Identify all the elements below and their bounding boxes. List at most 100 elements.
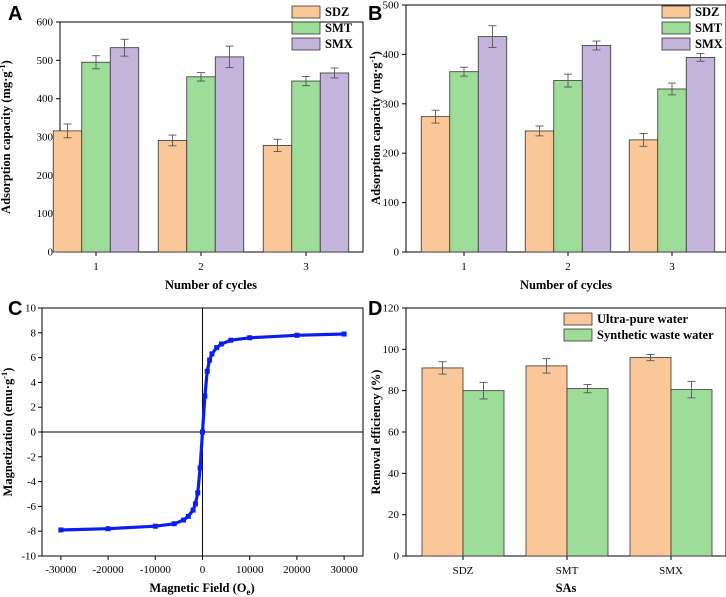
panel-b-ylabel: Adsorption capacity (mg·g-1) bbox=[367, 51, 383, 205]
b-ytick-label: 500 bbox=[383, 0, 400, 12]
a-ytick-label: 100 bbox=[37, 208, 54, 220]
panel-a-ylabel: Adsorption capacity (mg·g-1) bbox=[0, 60, 13, 214]
panel-c-ytick-label: 6 bbox=[31, 352, 37, 364]
b-xtick-label: 1 bbox=[461, 261, 467, 273]
a-ytick-label: 200 bbox=[37, 170, 54, 182]
panel-b-legend: SDZ SMT SMX bbox=[661, 5, 723, 51]
panel-b-x-axis: 1 2 3 bbox=[461, 252, 675, 273]
b-bar-sdz-1 bbox=[420, 116, 451, 253]
panel-c-xtick-label: 30000 bbox=[330, 564, 358, 576]
panel-c-data-point bbox=[341, 331, 347, 337]
panel-c-axes: -10 -8 -6 -4 -2 0 2 4 6 8 10 -30000 -20000 -10000 0 100… bbox=[21, 303, 363, 576]
panel-a-xlabel: Number of cycles bbox=[165, 278, 257, 292]
panel-c-data-point bbox=[190, 507, 196, 513]
a-bar-smt-3 bbox=[291, 80, 321, 253]
panel-c-data-point bbox=[195, 490, 201, 496]
panel-d-legend: Ultra-pure water Synthetic waste water bbox=[563, 312, 714, 342]
b-xtick-label: 2 bbox=[565, 261, 571, 273]
panel-c-xtick-label: 0 bbox=[200, 564, 206, 576]
b-legend-label-sdz: SDZ bbox=[695, 5, 719, 19]
panel-c-ytick-label: 0 bbox=[31, 427, 37, 439]
panel-c-data-point bbox=[294, 332, 300, 338]
a-legend-label-smx: SMX bbox=[325, 37, 353, 51]
panel-a-y-axis: 0 100 200 300 400 500 600 bbox=[37, 17, 60, 259]
panel-c-data-point bbox=[181, 517, 187, 523]
panel-c-data-point bbox=[228, 337, 234, 343]
a-legend-label-sdz: SDZ bbox=[325, 5, 349, 19]
d-bar-ultra-pure-water-sdz bbox=[421, 367, 464, 557]
b-xtick-label: 3 bbox=[669, 261, 675, 273]
b-bar-smt-1 bbox=[449, 71, 479, 253]
d-ytick-label: 80 bbox=[388, 385, 400, 397]
a-bar-sdz-1 bbox=[52, 130, 83, 253]
b-ytick-label: 0 bbox=[394, 247, 400, 259]
b-bar-smx-1 bbox=[477, 36, 508, 253]
a-legend-label-smt: SMT bbox=[325, 21, 353, 35]
panel-c-xlabel: Magnetic Field (Oe) bbox=[149, 581, 254, 597]
panel-d-bars bbox=[421, 354, 713, 557]
panel-c-data-point bbox=[202, 393, 208, 399]
panel-c-data-point bbox=[152, 523, 158, 529]
b-ytick-label: 100 bbox=[383, 197, 400, 209]
panel-c-data-point bbox=[207, 357, 213, 363]
a-bar-smx-3 bbox=[319, 72, 350, 253]
d-xtick-label: SDZ bbox=[453, 565, 474, 577]
d-ytick-label: 20 bbox=[388, 509, 400, 521]
d-bar-synthetic-waste-water-smx bbox=[670, 389, 713, 557]
a-ytick-label: 0 bbox=[48, 247, 54, 259]
b-ytick-label: 300 bbox=[383, 98, 400, 110]
panel-b-xlabel: Number of cycles bbox=[520, 278, 612, 292]
panel-d-label: D bbox=[368, 298, 382, 320]
panel-a: A 0 100 200 300 400 500 600 1 2 3 Adsorption cap… bbox=[0, 3, 364, 292]
d-ytick-label: 60 bbox=[388, 427, 400, 439]
panel-c-data-point bbox=[197, 465, 203, 471]
panel-a-label: A bbox=[8, 3, 22, 25]
panel-c-ylabel: Magnetization (emu·g-1) bbox=[0, 368, 15, 497]
panel-c-data-point bbox=[218, 341, 224, 347]
d-legend-label-ultra-pure-water: Ultra-pure water bbox=[597, 312, 689, 326]
a-ytick-label: 400 bbox=[37, 93, 54, 105]
a-xtick-label: 1 bbox=[93, 261, 99, 273]
b-legend-swatch-sdz bbox=[661, 5, 691, 19]
d-ytick-label: 120 bbox=[383, 303, 400, 315]
panel-c-data-point bbox=[185, 513, 191, 519]
panel-a-x-axis: 1 2 3 bbox=[93, 252, 309, 273]
b-ytick-label: 200 bbox=[383, 148, 400, 160]
a-ytick-label: 600 bbox=[37, 17, 54, 29]
panel-c-ytick-label: -10 bbox=[21, 551, 36, 563]
d-xtick-label: SMX bbox=[659, 565, 683, 577]
b-legend-swatch-smt bbox=[661, 21, 691, 35]
a-legend-swatch-smt bbox=[291, 21, 321, 35]
panel-c-xtick-label: 20000 bbox=[283, 564, 311, 576]
d-legend-swatch-synthetic-waste-water bbox=[563, 328, 593, 342]
d-bar-ultra-pure-water-smt bbox=[525, 365, 568, 557]
b-bar-sdz-3 bbox=[628, 139, 659, 253]
d-bar-synthetic-waste-water-smt bbox=[566, 388, 609, 557]
b-legend-label-smx: SMX bbox=[695, 37, 723, 51]
panel-c-data-point bbox=[192, 501, 198, 507]
a-bar-smx-1 bbox=[109, 47, 140, 253]
panel-c-data-point bbox=[58, 527, 64, 533]
a-bar-smt-1 bbox=[81, 61, 111, 253]
panel-c: C -10 -8 -6 -4 -2 0 2 4 6 8 10 -30000 -20000 -10000 0 1… bbox=[0, 298, 364, 597]
b-ytick-label: 400 bbox=[383, 49, 400, 61]
panel-a-bars bbox=[52, 38, 350, 253]
panel-c-xtick-label: 10000 bbox=[236, 564, 264, 576]
b-bar-smx-3 bbox=[685, 56, 716, 253]
panel-c-ytick-label: -4 bbox=[27, 476, 37, 488]
panel-c-xtick-label: -20000 bbox=[93, 564, 125, 576]
panel-b-y-axis: 0 100 200 300 400 500 bbox=[383, 0, 406, 259]
d-ytick-label: 0 bbox=[394, 551, 400, 563]
b-bar-smt-3 bbox=[657, 88, 687, 253]
d-legend-swatch-ultra-pure-water bbox=[563, 312, 593, 326]
panel-b: B 0 100 200 300 400 500 1 2 3 Adsorption capaci… bbox=[367, 0, 726, 292]
d-xtick-label: SMT bbox=[556, 565, 579, 577]
panel-d-ylabel: Removal efficiency (%) bbox=[369, 370, 383, 495]
b-bar-sdz-2 bbox=[524, 130, 555, 253]
panel-d: D 0 20 40 60 80 100 120 SDZ SMT SMX Removal effi… bbox=[368, 298, 726, 595]
panel-b-label: B bbox=[368, 3, 382, 25]
panel-c-data-point bbox=[200, 429, 205, 435]
panel-c-ytick-label: -8 bbox=[27, 526, 37, 538]
panel-c-xtick-label: -10000 bbox=[140, 564, 172, 576]
